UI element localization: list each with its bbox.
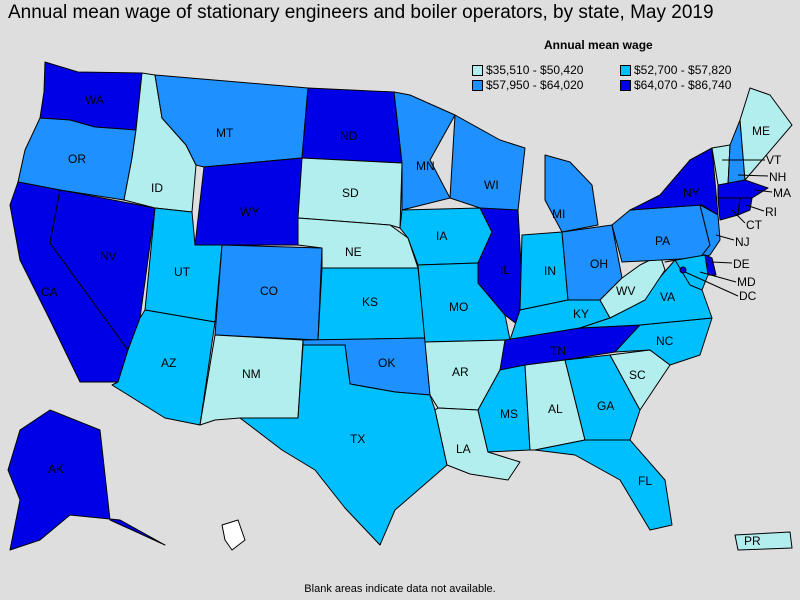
state-il[interactable] [477, 207, 523, 326]
state-label-wi: WI [484, 178, 499, 192]
state-nj[interactable] [699, 204, 721, 259]
state-label-id: ID [151, 181, 163, 195]
state-ny[interactable] [629, 147, 719, 216]
state-label-la: LA [456, 442, 471, 456]
callout-line-md [699, 271, 737, 283]
state-wv[interactable] [599, 254, 666, 319]
state-label-nm: NM [242, 367, 261, 381]
state-label-tx: TX [350, 432, 365, 446]
state-label-wv: WV [616, 284, 635, 298]
state-label-in: IN [544, 264, 556, 278]
state-label-wy: WY [240, 205, 259, 219]
state-ma[interactable] [717, 179, 769, 199]
state-tx[interactable] [239, 344, 448, 546]
state-ct[interactable] [717, 197, 741, 221]
state-mi[interactable] [544, 154, 599, 233]
state-label-pa: PA [655, 234, 670, 248]
legend-item-tier2: $52,700 - $57,820 [620, 63, 731, 77]
state-label-de: DE [733, 257, 750, 271]
state-label-vt: VT [766, 153, 782, 167]
state-label-ne: NE [345, 245, 362, 259]
state-label-il: IL [500, 263, 510, 277]
legend-swatch-tier4 [620, 80, 631, 91]
legend-swatch-tier1 [472, 65, 483, 76]
state-label-ks: KS [362, 295, 378, 309]
state-label-me: ME [752, 124, 770, 138]
state-label-ri: RI [765, 205, 777, 219]
state-label-ny: NY [683, 186, 700, 200]
state-sd[interactable] [297, 157, 403, 229]
state-label-ky: KY [573, 307, 589, 321]
state-label-dc: DC [739, 289, 757, 303]
map-title: Annual mean wage of stationary engineers… [8, 2, 714, 23]
state-label-nj: NJ [735, 235, 750, 249]
state-label-md: MD [737, 275, 756, 289]
callout-line-nj [715, 234, 735, 241]
legend-swatch-tier3 [472, 80, 483, 91]
state-label-wa: WA [85, 93, 104, 107]
state-label-ca: CA [41, 285, 58, 299]
state-label-tn: TN [550, 344, 566, 358]
state-label-ct: CT [746, 218, 763, 232]
state-label-ak: AK [48, 462, 64, 476]
state-label-sd: SD [342, 186, 359, 200]
state-label-ut: UT [174, 265, 191, 279]
callout-line-ma [754, 189, 773, 193]
state-label-ok: OK [378, 356, 395, 370]
state-pr[interactable] [734, 531, 793, 551]
callout-line-ri [745, 204, 765, 212]
legend-item-tier3: $57,950 - $64,020 [472, 78, 583, 92]
legend-swatch-tier2 [620, 65, 631, 76]
state-label-co: CO [260, 284, 278, 298]
state-mn[interactable] [393, 91, 456, 211]
state-ms[interactable] [477, 364, 531, 453]
state-wy[interactable] [194, 157, 303, 246]
state-me[interactable] [739, 87, 793, 181]
callout-line-nh [737, 174, 769, 177]
state-label-az: AZ [161, 356, 176, 370]
callout-line-ct [731, 209, 746, 224]
state-label-ia: IA [436, 229, 447, 243]
legend-title: Annual mean wage [544, 38, 653, 52]
callout-line-dc [684, 271, 739, 297]
state-label-mt: MT [216, 126, 234, 140]
legend-label-tier4: $64,070 - $86,740 [634, 78, 732, 92]
state-label-nc: NC [656, 334, 674, 348]
legend-item-tier4: $64,070 - $86,740 [620, 78, 731, 92]
state-label-nh: NH [769, 170, 786, 184]
footer-note: Blank areas indicate data not available. [304, 583, 496, 595]
callout-line-de [711, 261, 733, 264]
state-label-sc: SC [629, 368, 646, 382]
state-nd[interactable] [301, 87, 403, 164]
state-hi [221, 519, 246, 551]
state-label-mi: MI [552, 207, 565, 221]
state-label-mn: MN [416, 159, 435, 173]
state-dc[interactable] [679, 266, 687, 274]
state-label-ms: MS [500, 407, 518, 421]
legend-label-tier3: $57,950 - $64,020 [486, 78, 584, 92]
state-label-oh: OH [590, 257, 608, 271]
legend: Annual mean wage $35,510 - $50,420 $52,7… [470, 38, 790, 98]
legend-item-tier1: $35,510 - $50,420 [472, 63, 583, 77]
state-label-pr: PR [744, 534, 761, 548]
state-ri[interactable] [737, 197, 753, 216]
state-ak[interactable] [7, 409, 166, 551]
legend-label-tier1: $35,510 - $50,420 [486, 63, 584, 77]
state-fl[interactable] [534, 439, 673, 531]
state-label-ga: GA [597, 399, 614, 413]
state-label-nv: NV [100, 249, 117, 263]
state-label-fl: FL [638, 474, 652, 488]
state-label-or: OR [68, 152, 86, 166]
state-label-va: VA [660, 290, 675, 304]
state-label-al: AL [548, 402, 563, 416]
state-az[interactable] [111, 309, 216, 426]
state-label-nd: ND [340, 129, 358, 143]
state-label-ar: AR [452, 365, 469, 379]
state-label-mo: MO [449, 300, 468, 314]
state-label-ma: MA [773, 186, 791, 200]
legend-label-tier2: $52,700 - $57,820 [634, 63, 732, 77]
